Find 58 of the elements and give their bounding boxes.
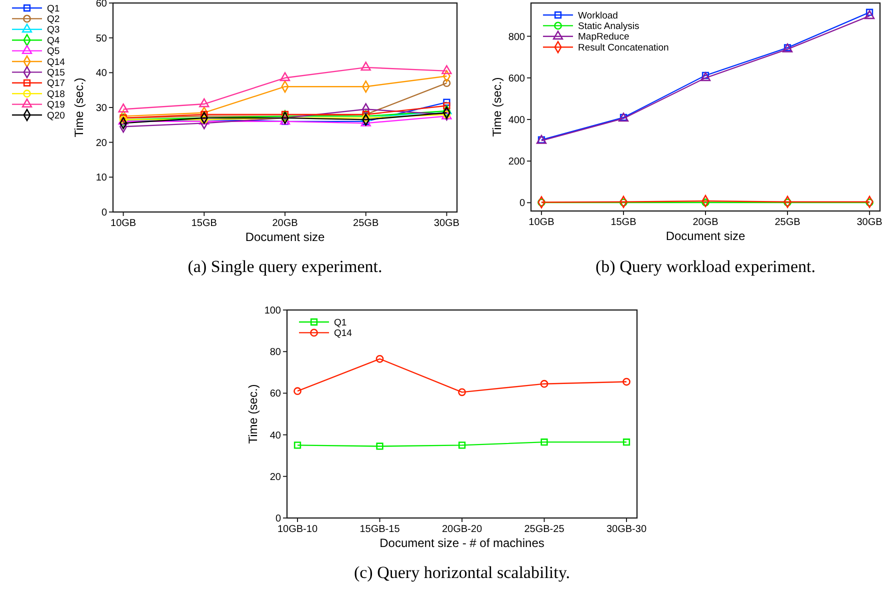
x-tick-label: 10GB-10 [277, 524, 318, 535]
legend-label: Workload [578, 10, 618, 22]
x-tick-label: 25GB [774, 217, 801, 228]
y-axis-title: Time (sec.) [490, 77, 504, 137]
x-axis-title: Document size - # of machines [380, 536, 544, 550]
y-tick-label: 0 [101, 208, 108, 218]
legend-label: Q3 [47, 24, 60, 36]
text: (a) Single query experiment. [188, 257, 382, 276]
y-tick-label: 30 [96, 103, 108, 114]
x-tick-label: 30GB-30 [606, 524, 647, 535]
y-axis-title: Time (sec.) [72, 78, 86, 138]
y-tick-label: 20 [270, 472, 282, 483]
text: (b) Query workload experiment. [596, 257, 816, 276]
x-tick-label: 25GB-25 [524, 524, 565, 535]
y-tick-label: 50 [96, 33, 108, 44]
y-tick-label: 40 [270, 430, 282, 442]
legend-label: Q20 [47, 110, 65, 122]
legend-label: Q5 [47, 46, 60, 58]
y-axis-title: Time (sec.) [246, 384, 260, 444]
legend-label: Static Analysis [578, 21, 640, 32]
y-tick-label: 200 [508, 156, 526, 168]
x-tick-label: 30GB [434, 218, 460, 229]
legend-label: MapReduce [578, 32, 630, 43]
y-tick-label: 40 [96, 68, 108, 80]
x-axis-title: Document size [245, 230, 326, 244]
x-axis-title: Document size [666, 229, 746, 243]
legend-label: Q17 [47, 78, 65, 90]
legend-label: Q1 [47, 3, 60, 14]
y-tick-label: 600 [508, 73, 526, 84]
legend-label: Q4 [47, 35, 60, 46]
y-tick-label: 400 [508, 114, 526, 126]
x-tick-label: 25GB [353, 218, 379, 229]
x-tick-label: 15GB [191, 218, 218, 229]
x-tick-label: 20GB-20 [442, 524, 482, 535]
x-tick-label: 15GB [610, 217, 637, 228]
x-tick-label: 15GB-15 [360, 524, 400, 535]
y-tick-label: 0 [275, 514, 282, 524]
legend-label: Q14 [47, 56, 65, 68]
y-tick-label: 0 [519, 198, 526, 210]
x-tick-label: 10GB [528, 217, 555, 228]
y-tick-label: 100 [264, 306, 282, 316]
x-tick-label: 20GB [272, 218, 298, 229]
legend-label: Result Concatenation [578, 42, 669, 54]
legend-label: Q15 [47, 68, 65, 79]
y-tick-label: 800 [508, 32, 526, 43]
y-tick-label: 10 [96, 172, 108, 184]
legend-label: Q14 [334, 328, 352, 340]
text: (c) Query horizontal scalability. [354, 563, 570, 582]
legend-label: Q19 [47, 100, 65, 111]
x-tick-label: 20GB [692, 217, 719, 228]
legend-label: Q2 [47, 14, 60, 26]
legend-label: Q18 [47, 88, 65, 100]
x-tick-label: 30GB [856, 217, 883, 228]
x-tick-label: 10GB [110, 218, 136, 229]
legend-label: Q1 [334, 317, 347, 328]
y-tick-label: 60 [270, 388, 282, 400]
y-tick-label: 80 [270, 347, 282, 358]
y-tick-label: 20 [96, 138, 108, 149]
